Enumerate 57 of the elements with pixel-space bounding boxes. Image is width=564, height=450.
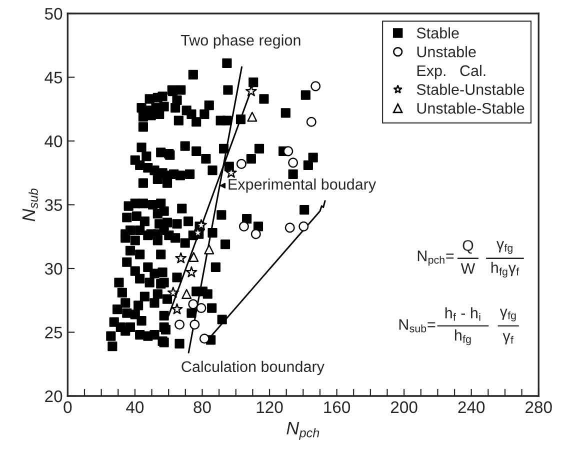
- annotation: Calculation boundary: [182, 360, 324, 376]
- y-tick-label: 45: [44, 72, 62, 84]
- x-tick-label: 280: [526, 401, 552, 414]
- annotation: W: [460, 263, 476, 274]
- point: [247, 112, 258, 122]
- y-tick-label: 35: [44, 199, 62, 211]
- annotation: γ$_{f}$: [502, 333, 514, 344]
- annotation: γ$_{fg}$: [500, 308, 516, 322]
- annotation: N$_{pch}$=: [418, 250, 454, 266]
- x-tick-label: 160: [324, 401, 350, 414]
- annotation: Exp. Cal.: [417, 64, 486, 80]
- point: [283, 146, 294, 156]
- point: [175, 252, 187, 264]
- x-tick-label: 40: [126, 401, 144, 414]
- legend-label: Unstable-Stable: [417, 102, 524, 114]
- y-tick-label: 50: [44, 8, 62, 20]
- point: [284, 222, 295, 233]
- point: [310, 81, 321, 92]
- annotation: Two phase region: [180, 34, 300, 49]
- point: [174, 320, 185, 330]
- y-tick-label: 20: [45, 390, 62, 402]
- legend-label: Stable-Unstable: [416, 84, 524, 95]
- x-tick-label: 240: [458, 401, 485, 414]
- point: [199, 334, 210, 344]
- point: [188, 252, 199, 262]
- point: [204, 244, 214, 254]
- x-tick-label: 0: [64, 401, 72, 414]
- y-tick-label: 30: [44, 262, 62, 275]
- annotation: N$_{sub}$=: [399, 319, 436, 332]
- point: [186, 266, 198, 278]
- annotation: γ$_{fg}$: [496, 241, 512, 254]
- point: [188, 299, 198, 310]
- x-tick-label: 120: [256, 401, 283, 414]
- point: [238, 221, 249, 232]
- y-tick-label: 40: [44, 135, 62, 148]
- point: [196, 303, 206, 314]
- x-tick-label: 80: [194, 401, 211, 414]
- point: [250, 229, 261, 240]
- point: [298, 221, 309, 232]
- annotation: h$_{fg}$: [454, 329, 471, 346]
- point: [190, 320, 200, 330]
- x-tick-label: 200: [391, 401, 418, 414]
- annotation: Q: [462, 240, 474, 254]
- point: [306, 116, 316, 127]
- y-tick-label: 25: [45, 326, 62, 338]
- annotation: h$_{f}$ - h$_{i}$: [445, 307, 480, 321]
- point: [171, 303, 183, 314]
- legend-label: Stable: [416, 27, 459, 38]
- x-axis-title: N$_{pch}$: [286, 422, 320, 440]
- legend-label: Unstable: [417, 46, 476, 58]
- y-axis-title: N$_{sub}$: [22, 188, 38, 222]
- point: [288, 158, 298, 168]
- annotation: Experimental boudary: [228, 178, 376, 193]
- annotation: h$_{fg}$γ$_{f}$: [491, 262, 520, 278]
- point: [236, 158, 246, 169]
- point: [167, 286, 179, 298]
- point: [182, 288, 192, 300]
